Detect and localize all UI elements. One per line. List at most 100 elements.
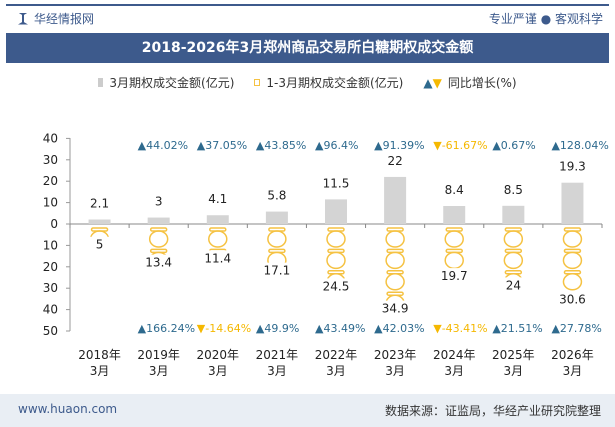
yoy-label: ▼-61.67% [433, 139, 487, 152]
bar-march [384, 176, 407, 224]
bar-march [443, 206, 466, 224]
coin-stack [503, 227, 524, 338]
bar-march [265, 211, 288, 224]
triangle-up-icon: ▲ [138, 139, 147, 152]
x-tick-label: 3月 [563, 364, 583, 378]
coin-stack [385, 227, 405, 301]
x-tick-label: 2018年 [78, 348, 121, 362]
yoy-label: ▼-14.64% [197, 322, 251, 335]
x-tick-label: 3月 [267, 364, 287, 378]
coin-pot-icon [444, 251, 464, 269]
triangle-up-icon: ▲ [492, 139, 501, 152]
bar-label-ytd: 11.4 [204, 251, 231, 265]
yoy-value: -61.67% [442, 139, 488, 152]
coin-stack [90, 227, 109, 290]
triangle-up-icon: ▲ [197, 139, 206, 152]
yoy-label: ▼-43.41% [433, 322, 487, 335]
y-tick-label: 10 [43, 196, 58, 210]
coin-pot-icon [91, 252, 109, 268]
triangle-up-icon: ▲ [138, 322, 147, 335]
legend-item-ytd: 1-3月期权成交金额(亿元) [254, 74, 403, 91]
coin-lid-icon [564, 335, 580, 338]
bar-label-ytd: 30.6 [559, 292, 586, 306]
coin-pot-icon [209, 295, 227, 311]
y-tick-label: 20 [43, 260, 58, 274]
coin-pot-icon [209, 274, 227, 290]
yoy-label: ▲37.05% [197, 139, 247, 152]
footer-source: 数据来源：证监局，华经产业研究院整理 [384, 404, 601, 418]
x-tick-label: 3月 [149, 364, 169, 378]
bar-label-march: 3 [155, 195, 163, 209]
coin-pot-icon [503, 230, 524, 248]
coin-lid-icon [269, 292, 285, 295]
coin-pot-icon [385, 294, 405, 301]
coin-stack [444, 227, 464, 269]
bar-label-ytd: 24 [506, 278, 521, 292]
triangle-up-icon: ▲ [374, 322, 383, 335]
coin-lid-icon [151, 271, 167, 274]
coin-stack [148, 227, 169, 311]
coin-lid-icon [210, 271, 226, 274]
bar-label-march: 4.1 [208, 192, 227, 206]
coin-pot-icon [150, 274, 168, 290]
yoy-value: 166.24% [146, 322, 195, 335]
x-tick-label: 3月 [504, 364, 524, 378]
coin-pot-icon [267, 251, 287, 263]
coin-lid-icon [505, 292, 521, 295]
bar-swatch-icon [98, 78, 104, 87]
bar-label-ytd: 17.1 [264, 264, 291, 278]
yoy-value: 128.04% [560, 139, 609, 152]
coin-lid-icon [269, 314, 285, 317]
yoy-label: ▲128.04% [551, 139, 608, 152]
coin-lid-icon [269, 335, 285, 338]
bar-label-ytd: 13.4 [145, 256, 172, 270]
y-tick-label: 40 [43, 303, 58, 317]
coin-pot-icon [150, 295, 168, 311]
top-rule [6, 4, 609, 6]
bar-march [325, 199, 347, 224]
triangle-down-icon: ▼ [432, 75, 442, 90]
yoy-value: 96.4% [323, 139, 358, 152]
y-tick-label: 0 [50, 217, 58, 231]
x-tick-label: 3月 [90, 364, 110, 378]
bar-label-ytd: 5 [96, 238, 104, 252]
coin-pot-icon [268, 295, 286, 311]
x-tick-label: 2023年 [374, 348, 417, 362]
coin-pot-icon [504, 273, 522, 278]
coin-pot-icon [151, 251, 167, 255]
bar-label-ytd: 19.7 [441, 269, 468, 283]
coin-lid-icon [328, 335, 344, 338]
yoy-label: ▲43.85% [256, 139, 306, 152]
bar-march [502, 205, 525, 224]
bar-label-ytd: 24.5 [323, 279, 350, 293]
coin-pot-icon [562, 230, 583, 248]
yoy-value: 44.02% [146, 139, 188, 152]
legend-item-yoy: ▲ ▼ 同比增长(%) [423, 74, 516, 91]
triangle-up-icon: ▲ [256, 322, 265, 335]
x-tick-label: 2020年 [197, 348, 240, 362]
yoy-value: 43.85% [264, 139, 306, 152]
coin-pot-icon [327, 295, 345, 311]
y-tick-label: 40 [43, 131, 58, 145]
coin-lid-icon [92, 271, 108, 274]
yoy-value: 37.05% [205, 139, 247, 152]
coin-pot-icon [503, 251, 524, 270]
coin-pot-icon [91, 274, 109, 290]
legend: 3月期权成交金额(亿元) 1-3月期权成交金额(亿元) ▲ ▼ 同比增长(%) [0, 74, 615, 91]
yoy-label: ▲91.39% [374, 139, 424, 152]
coin-stack [267, 227, 287, 338]
triangle-down-icon: ▼ [433, 139, 442, 152]
x-tick-label: 2022年 [315, 348, 358, 362]
triangle-up-icon: ▲ [423, 75, 433, 90]
x-tick-label: 2026年 [551, 348, 594, 362]
coin-pot-icon [562, 251, 583, 270]
coin-pot-icon [327, 273, 345, 279]
legend-item-march: 3月期权成交金额(亿元) [98, 74, 234, 91]
yoy-label: ▲43.49% [315, 322, 365, 335]
yoy-value: 27.78% [560, 322, 602, 335]
coin-pot-icon [385, 251, 405, 270]
x-tick-label: 2024年 [433, 348, 476, 362]
yoy-label: ▲44.02% [138, 139, 188, 152]
triangle-up-icon: ▲ [551, 139, 560, 152]
coin-lid-icon [505, 335, 521, 338]
